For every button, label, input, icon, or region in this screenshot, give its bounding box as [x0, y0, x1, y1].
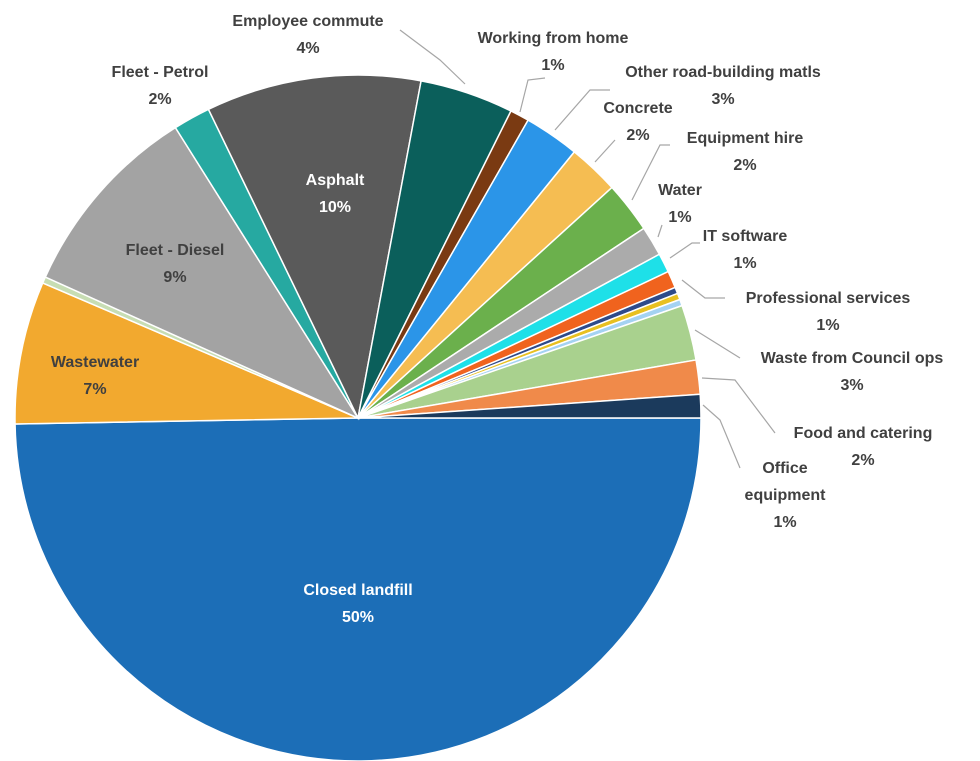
pie-slice: [14, 281, 359, 425]
value-label: 1%: [816, 317, 840, 334]
slice-label: Food and catering 2%: [794, 420, 933, 474]
value-label: 1%: [541, 57, 565, 74]
leader-line: [701, 377, 776, 434]
category-name: Fleet - Petrol: [111, 64, 209, 81]
category-name: Asphalt: [305, 172, 365, 189]
leader-line: [631, 144, 670, 201]
slice-label: Employee commute 4%: [232, 8, 383, 62]
leader-line: [657, 224, 663, 238]
leader-lines: [399, 29, 776, 469]
category-name: Working from home: [477, 30, 629, 47]
leader-line: [519, 77, 546, 113]
category-name: Employee commute: [232, 13, 384, 30]
slice-label: Fleet - Diesel 9%: [126, 237, 225, 291]
value-label: 1%: [668, 209, 692, 226]
slice-label: IT software 1%: [703, 223, 787, 277]
pie-slice: [207, 74, 422, 421]
category-name: Food and catering: [793, 425, 933, 442]
value-label: 1%: [773, 514, 797, 531]
slice-label: Professional services 1%: [746, 285, 911, 339]
category-name: Professional services: [745, 290, 911, 307]
value-label: 2%: [733, 157, 757, 174]
value-label: 9%: [163, 269, 187, 286]
slice-label: Equipment hire 2%: [687, 125, 803, 179]
category-name: Waste from Council ops: [760, 350, 944, 367]
category-name: Concrete: [603, 100, 673, 117]
category-name: Office equipment: [744, 460, 826, 504]
category-name: Wastewater: [50, 354, 140, 371]
slice-label: Water 1%: [658, 177, 702, 231]
pie-slice: [357, 393, 702, 419]
value-label: 3%: [840, 377, 864, 394]
value-label: 3%: [711, 91, 735, 108]
slices: [14, 74, 702, 761]
slice-label: Fleet - Petrol 2%: [112, 59, 209, 113]
category-name: Equipment hire: [686, 130, 804, 147]
category-name: Closed landfill: [303, 582, 413, 599]
slice-label: Asphalt 10%: [306, 167, 365, 221]
category-name: IT software: [702, 228, 788, 245]
category-name: Other road-building matls: [625, 64, 821, 81]
leader-line: [694, 329, 741, 359]
value-label: 4%: [296, 40, 320, 57]
slice-label: Concrete 2%: [603, 95, 672, 149]
value-label: 2%: [626, 127, 650, 144]
leader-line: [702, 404, 741, 469]
leader-line: [399, 29, 466, 85]
slice-label: Closed landfill 50%: [303, 577, 412, 631]
pie-slice: [44, 126, 360, 420]
value-label: 7%: [83, 381, 107, 398]
category-name: Fleet - Diesel: [125, 242, 225, 259]
leader-line: [681, 279, 725, 299]
value-label: 2%: [851, 452, 875, 469]
value-label: 1%: [733, 255, 757, 272]
slice-label: Working from home 1%: [478, 25, 629, 79]
value-label: 50%: [341, 609, 375, 626]
slice-label: Wastewater 7%: [51, 349, 139, 403]
category-name: Water: [658, 182, 702, 199]
leader-line: [554, 89, 610, 131]
value-label: 2%: [148, 91, 172, 108]
slice-label: Office equipment 1%: [735, 455, 835, 536]
slice-label: Other road-building matls 3%: [625, 59, 821, 113]
value-label: 10%: [318, 199, 352, 216]
leader-line: [669, 242, 700, 259]
leader-line: [594, 139, 616, 163]
slice-label: Waste from Council ops 3%: [761, 345, 944, 399]
